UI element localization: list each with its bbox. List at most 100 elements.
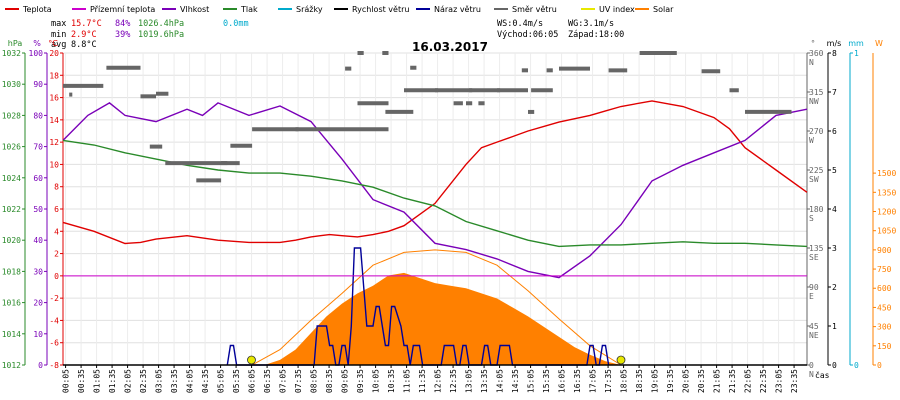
ms-tick-label-4: 4 <box>832 205 837 214</box>
degc-tick-label-12: -4 <box>49 316 59 325</box>
x-tick-label-8: 04:05 <box>186 369 195 393</box>
x-tick-label-25: 12:35 <box>449 369 458 393</box>
dir-tick-value-0: 360 <box>809 49 824 58</box>
mm-tick-label-0: 1 <box>854 49 859 58</box>
legend-label-5: Rychlost větru <box>352 5 409 14</box>
stat-min-label: min <box>51 30 66 40</box>
degc-tick-label-7: 6 <box>54 205 59 214</box>
hpa-tick-label-3: 1026 <box>2 143 21 152</box>
legend-label-4: Srážky <box>296 5 323 14</box>
w-tick-label-3: 1050 <box>877 227 896 236</box>
dir-unit-label: ° <box>811 39 815 48</box>
stat-min-temp: 2.9°C <box>71 30 97 40</box>
degc-tick-label-14: -8 <box>49 361 59 370</box>
axes: 1032103010281026102410221020101810161014… <box>2 39 897 379</box>
ms-tick-label-3: 5 <box>832 166 837 175</box>
degc-tick-label-2: 16 <box>49 94 59 103</box>
degc-tick-label-11: -2 <box>49 294 59 303</box>
x-tick-label-26: 13:05 <box>465 369 474 393</box>
pct-tick-label-6: 40 <box>33 236 43 245</box>
x-tick-label-9: 04:35 <box>201 369 210 393</box>
pct-unit-label: % <box>33 39 41 48</box>
pct-tick-label-7: 30 <box>33 267 43 276</box>
dir-tick-value-8: 0 <box>809 361 814 370</box>
x-tick-label-32: 16:05 <box>558 369 567 393</box>
hpa-tick-label-1: 1030 <box>2 80 21 89</box>
dir-tick-value-5: 135 <box>809 244 824 253</box>
dir-tick-label-2: W <box>809 136 814 145</box>
stat-max-press: 1026.4hPa <box>138 19 184 29</box>
w-tick-label-6: 600 <box>877 284 892 293</box>
x-axis-label: čas <box>815 370 830 380</box>
w-unit-label: W <box>875 39 883 48</box>
x-tick-label-27: 13:35 <box>480 369 489 393</box>
legend-label-1: Přízemní teplota <box>90 5 155 14</box>
x-tick-label-33: 16:35 <box>573 369 582 393</box>
pct-tick-label-9: 10 <box>33 330 43 339</box>
x-tick-label-31: 15:35 <box>542 369 551 393</box>
x-tick-label-24: 12:05 <box>434 369 443 393</box>
legend-label-3: Tlak <box>240 5 258 14</box>
stat-max-temp: 15.7°C <box>71 19 102 29</box>
x-tick-label-43: 21:35 <box>728 369 737 393</box>
x-tick-label-38: 19:05 <box>651 369 660 393</box>
stat-max-label: max <box>51 19 66 29</box>
pct-tick-label-10: 0 <box>38 361 43 370</box>
x-tick-label-17: 08:35 <box>325 369 334 393</box>
hpa-tick-label-6: 1020 <box>2 236 21 245</box>
hpa-tick-label-2: 1028 <box>2 111 21 120</box>
x-tick-label-6: 03:05 <box>155 369 164 393</box>
w-tick-label-1: 1350 <box>877 188 896 197</box>
dir-tick-label-7: NE <box>809 331 819 340</box>
dir-tick-value-4: 180 <box>809 205 824 214</box>
degc-tick-label-3: 14 <box>49 116 59 125</box>
hpa-tick-label-7: 1018 <box>2 267 21 276</box>
x-tick-label-22: 11:05 <box>403 369 412 393</box>
legend: Teplota Přízemní teplota Vlhkost Tlak Srážky… <box>5 5 674 14</box>
legend-label-7: Směr větru <box>512 5 557 14</box>
dir-tick-label-0: N <box>809 58 814 67</box>
x-tick-label-45: 22:35 <box>759 369 768 393</box>
series-solar-area <box>264 272 621 365</box>
series-vlhkost-line <box>62 102 808 279</box>
ms-tick-label-6: 2 <box>832 283 837 292</box>
x-tick-label-37: 18:35 <box>635 369 644 393</box>
x-tick-label-42: 21:05 <box>713 369 722 393</box>
stat-avg-label: avg <box>51 40 66 50</box>
stat-min-hum: 39% <box>115 30 130 40</box>
x-tick-label-46: 23:05 <box>775 369 784 393</box>
degc-tick-label-10: 0 <box>54 272 59 281</box>
x-tick-label-4: 02:05 <box>124 369 133 393</box>
degc-tick-label-8: 4 <box>54 227 59 236</box>
x-tick-label-16: 08:05 <box>310 369 319 393</box>
stat-max-hum: 84% <box>115 19 130 29</box>
x-tick-label-41: 20:35 <box>697 369 706 393</box>
stat-ws: WS:0.4m/s <box>497 19 543 29</box>
w-tick-label-7: 450 <box>877 303 892 312</box>
x-tick-label-7: 03:35 <box>170 369 179 393</box>
pct-tick-label-0: 100 <box>29 49 44 58</box>
x-tick-label-36: 18:05 <box>620 369 629 393</box>
dir-tick-label-5: SE <box>809 253 819 262</box>
x-tick-label-34: 17:05 <box>589 369 598 393</box>
x-tick-label-15: 07:35 <box>294 369 303 393</box>
x-tick-label-29: 14:35 <box>511 369 520 393</box>
w-tick-label-5: 750 <box>877 265 892 274</box>
chart-title: 16.03.2017 <box>412 40 488 54</box>
x-tick-label-2: 01:05 <box>93 369 102 393</box>
w-tick-label-8: 300 <box>877 323 892 332</box>
ms-unit-label: m/s <box>827 39 842 48</box>
x-tick-label-10: 05:05 <box>217 369 226 393</box>
dir-tick-value-6: 90 <box>809 283 819 292</box>
x-tick-label-0: 00:05 <box>62 369 71 393</box>
mm-tick-label-1: 0 <box>854 361 859 370</box>
hpa-tick-label-9: 1014 <box>2 330 21 339</box>
legend-label-9: Solar <box>653 5 674 14</box>
x-tick-label-14: 07:05 <box>279 369 288 393</box>
grid <box>63 52 807 366</box>
w-tick-label-0: 1500 <box>877 169 896 178</box>
stat-avg-temp: 8.8°C <box>71 40 97 50</box>
degc-tick-label-5: 10 <box>49 160 59 169</box>
dir-tick-value-7: 45 <box>809 322 819 331</box>
hpa-tick-label-8: 1016 <box>2 299 21 308</box>
